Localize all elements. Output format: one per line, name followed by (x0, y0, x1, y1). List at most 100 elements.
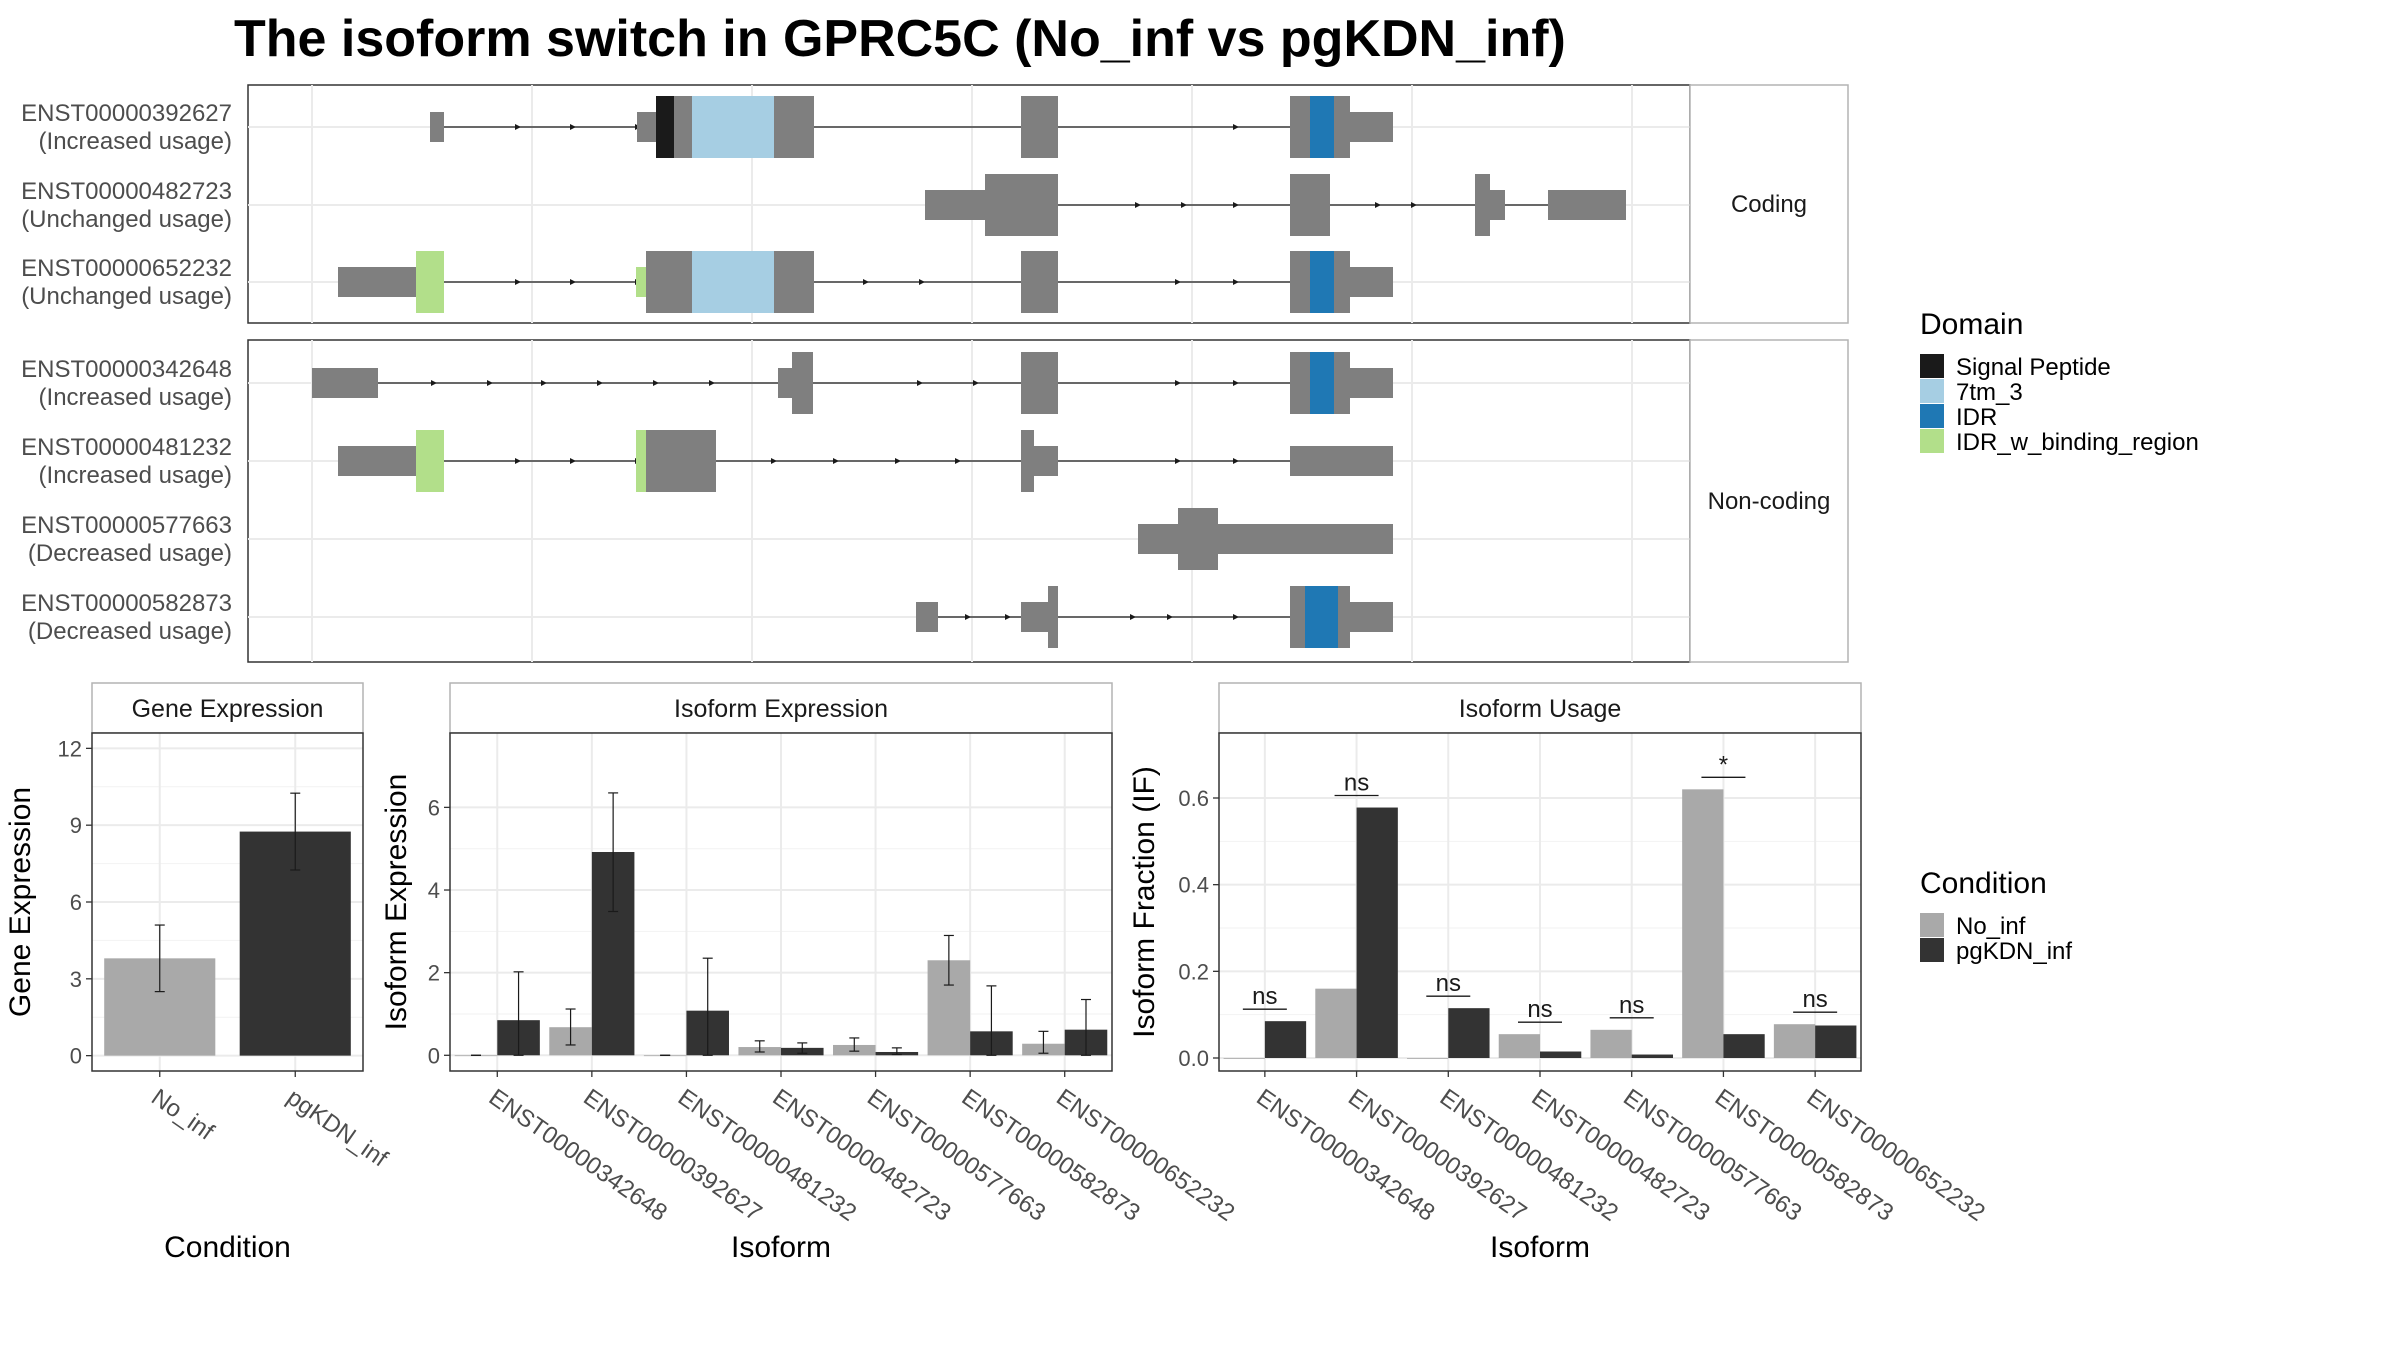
y-tick-label: 6 (70, 890, 82, 915)
direction-arrow (653, 380, 659, 386)
direction-arrow (1233, 202, 1239, 208)
domain-legend-swatch (1920, 404, 1944, 428)
bar-pgkdn-inf (1540, 1051, 1582, 1058)
direction-arrow (973, 380, 979, 386)
direction-arrow (1233, 124, 1239, 130)
y-tick-label: 0 (70, 1044, 82, 1069)
exon-block (778, 368, 792, 398)
domain-legend-swatch (1920, 429, 1944, 453)
isoform-usage-label: (Decreased usage) (28, 540, 232, 567)
exon-block (774, 251, 814, 313)
bar-pgkdn-inf (1356, 807, 1398, 1058)
coding-strip-label: Coding (1731, 191, 1807, 218)
exon-block (1138, 524, 1178, 554)
isoform-id-label: ENST00000582873 (21, 590, 232, 617)
domain-block (636, 430, 646, 492)
y-axis-title: Gene Expression (4, 787, 37, 1017)
exon-block (1034, 446, 1058, 476)
bar-pgkdn-inf (1723, 1034, 1765, 1058)
domain-legend-swatch (1920, 354, 1944, 378)
bar-pgkdn-inf (1631, 1054, 1673, 1058)
direction-arrow (1233, 614, 1239, 620)
exon-block (338, 446, 410, 476)
direction-arrow (955, 458, 961, 464)
direction-arrow (431, 380, 437, 386)
y-tick-label: 2 (428, 961, 440, 986)
exon-block (925, 190, 985, 220)
significance-label: ns (1436, 970, 1461, 997)
domain-legend: Domain Signal Peptide7tm_3IDRIDR_w_bindi… (1920, 308, 2199, 456)
isoform-id-label: ENST00000392627 (21, 100, 232, 127)
bar-no-inf (1682, 789, 1724, 1058)
main-title: The isoform switch in GPRC5C (No_inf vs … (234, 10, 1566, 68)
x-tick-label: No_inf (146, 1084, 219, 1146)
exon-block (1350, 112, 1393, 142)
isoform-usage-label: (Increased usage) (39, 128, 232, 155)
direction-arrow (487, 380, 493, 386)
exon-block (1475, 174, 1490, 236)
y-axis-title: Isoform Expression (380, 774, 413, 1031)
direction-arrow (570, 458, 576, 464)
exon-block (410, 446, 416, 476)
exon-block (792, 352, 813, 414)
domain-block (1310, 251, 1334, 313)
isoform-id-label: ENST00000652232 (21, 255, 232, 282)
condition-legend-label: No_inf (1956, 913, 2026, 940)
direction-arrow (1130, 614, 1136, 620)
direction-arrow (1175, 380, 1181, 386)
y-axis-title: Isoform Fraction (IF) (1128, 766, 1161, 1038)
exon-block (1290, 174, 1330, 236)
x-axis-title: Isoform (1490, 1231, 1590, 1264)
exon-block (1350, 368, 1393, 398)
y-tick-label: 0 (428, 1043, 440, 1068)
exon-block (430, 112, 444, 142)
domain-block (692, 251, 774, 313)
y-tick-label: 4 (428, 878, 440, 903)
bar-pgkdn-inf (1815, 1025, 1857, 1058)
isoform-usage-label: (Increased usage) (39, 384, 232, 411)
chart-title: Isoform Usage (1459, 695, 1622, 723)
domain-block (416, 430, 444, 492)
significance-label: ns (1802, 986, 1827, 1013)
isoform-usage-label: (Unchanged usage) (21, 283, 232, 310)
significance-label: ns (1619, 992, 1644, 1019)
y-tick-label: 0.0 (1178, 1046, 1209, 1071)
direction-arrow (570, 279, 576, 285)
exon-block (1290, 352, 1310, 414)
direction-arrow (917, 380, 923, 386)
noncoding-strip (1689, 339, 1849, 663)
condition-legend-swatch (1920, 938, 1944, 962)
chart-title-strip (1218, 682, 1862, 734)
chart-title: Gene Expression (132, 695, 324, 723)
isoform-usage-label: (Increased usage) (39, 462, 232, 489)
direction-arrow (863, 279, 869, 285)
exon-block (1290, 96, 1310, 158)
bar-no-inf (1223, 1058, 1265, 1059)
domain-block (416, 251, 444, 313)
exon-block (1218, 524, 1393, 554)
domain-legend-label: IDR_w_binding_region (1956, 429, 2199, 456)
exon-block (410, 267, 416, 297)
condition-legend-label: pgKDN_inf (1956, 938, 2072, 965)
noncoding-panel (247, 339, 1691, 663)
direction-arrow (515, 124, 521, 130)
direction-arrow (895, 458, 901, 464)
exon-block (646, 251, 692, 313)
exon-block (1178, 508, 1218, 570)
domain-block (636, 267, 646, 297)
exon-block (1338, 586, 1350, 648)
bar-no-inf (1590, 1029, 1632, 1058)
exon-block (1334, 251, 1350, 313)
bar-pgkdn-inf (1264, 1021, 1307, 1058)
exon-block (1290, 251, 1310, 313)
direction-arrow (771, 458, 777, 464)
domain-block (692, 96, 774, 158)
exon-block (1290, 586, 1305, 648)
bar-pgkdn-inf (1448, 1008, 1490, 1058)
exon-block (1334, 352, 1350, 414)
exon-block (1350, 602, 1393, 632)
exon-block (1021, 251, 1058, 313)
